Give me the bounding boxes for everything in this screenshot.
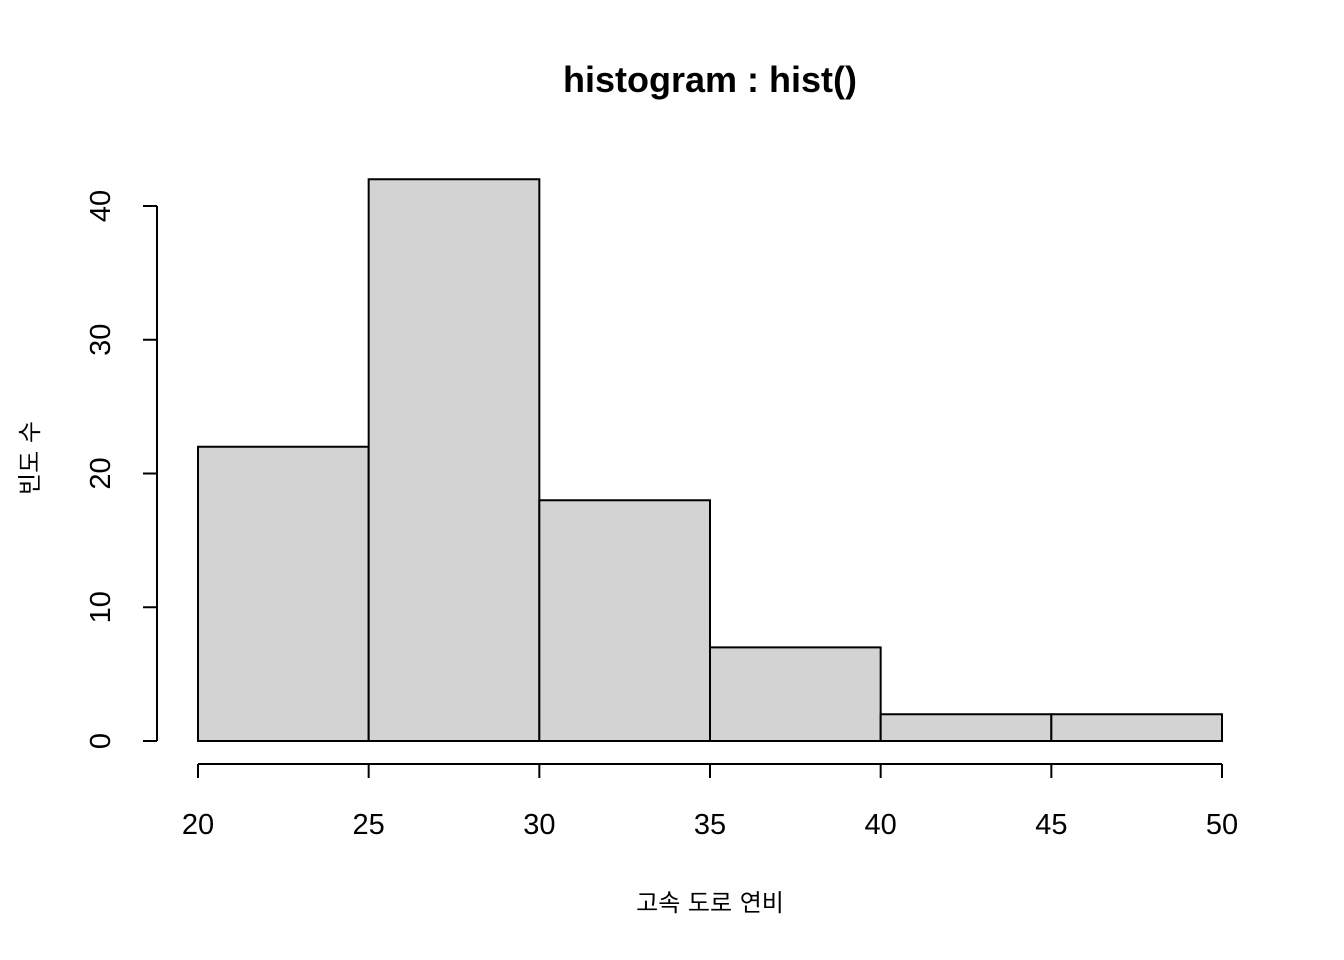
histogram-bar-2 xyxy=(367,178,541,742)
histogram-bar-6 xyxy=(1050,713,1224,742)
y-tick-label: 0 xyxy=(85,733,117,749)
x-tick-label: 40 xyxy=(865,809,897,841)
x-tick-label: 35 xyxy=(694,809,726,841)
bars-group xyxy=(197,178,1224,742)
y-tick-label: 30 xyxy=(85,324,117,356)
x-axis: 20 25 30 35 40 45 50 xyxy=(182,763,1238,841)
x-tick-label: 30 xyxy=(523,809,555,841)
histogram-bar-3 xyxy=(538,499,711,742)
x-tick-label: 25 xyxy=(353,809,385,841)
histogram-bar-5 xyxy=(879,713,1053,742)
x-tick-label: 50 xyxy=(1206,809,1238,841)
y-tick-label: 20 xyxy=(85,457,117,489)
histogram-bar-4 xyxy=(709,646,882,742)
y-axis: 0 10 20 30 40 xyxy=(85,190,158,749)
y-tick-label: 10 xyxy=(85,591,117,623)
y-axis-label: 빈도 수 xyxy=(16,421,44,495)
x-tick-label: 20 xyxy=(182,809,214,841)
x-axis-label: 고속 도로 연비 xyxy=(636,889,784,917)
y-tick-label: 40 xyxy=(85,190,117,222)
histogram-bar-1 xyxy=(197,445,370,742)
x-tick-label: 45 xyxy=(1035,809,1067,841)
chart-title: histogram : hist() xyxy=(563,59,857,100)
